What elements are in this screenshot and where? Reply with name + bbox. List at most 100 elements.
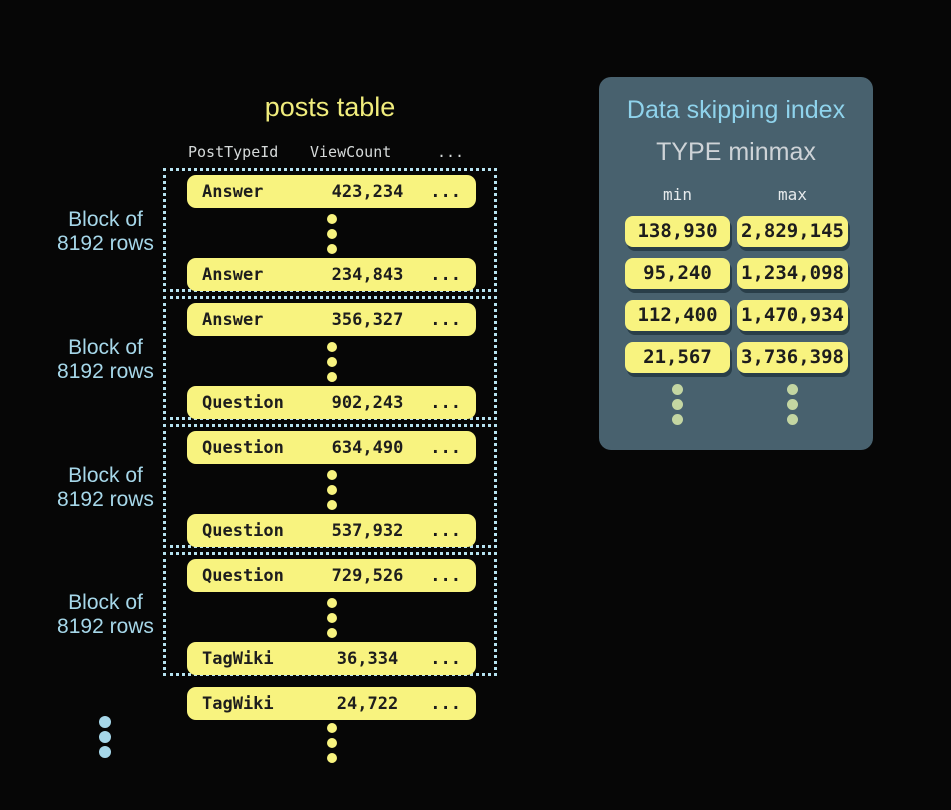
min-value-pill: 21,567 — [625, 342, 730, 373]
dot — [327, 485, 337, 495]
table-row: Answer 356,327 ... — [187, 303, 476, 336]
index-panel: Data skipping index TYPE minmax min max … — [599, 77, 873, 450]
min-value-pill: 138,930 — [625, 216, 730, 247]
max-value-pill: 1,470,934 — [737, 300, 848, 331]
dot — [327, 598, 337, 608]
dot — [327, 738, 337, 748]
row-type-cell: Answer — [202, 309, 264, 330]
posts-block-2: Answer 356,327 ... Question 902,243 ... — [163, 296, 497, 420]
max-value-pill: 1,234,098 — [737, 258, 848, 289]
column-header-ellipsis: ... — [437, 143, 465, 161]
block-label-line1: Block of — [68, 208, 143, 231]
row-type-cell: Question — [202, 392, 284, 413]
min-value-pill: 95,240 — [625, 258, 730, 289]
row-ellipsis-cell: ... — [430, 309, 461, 330]
dot — [672, 384, 683, 395]
row-type-cell: Question — [202, 520, 284, 541]
table-row: Question 634,490 ... — [187, 431, 476, 464]
dot — [99, 716, 111, 728]
row-ellipsis-cell: ... — [430, 437, 461, 458]
row-ellipsis-cell: ... — [430, 520, 461, 541]
posts-table-title: posts table — [264, 92, 396, 122]
posts-block-1: Answer 423,234 ... Answer 234,843 ... — [163, 168, 497, 292]
table-row: Answer 423,234 ... — [187, 175, 476, 208]
dot — [672, 399, 683, 410]
block-label-line2: 8192 rows — [57, 232, 154, 255]
dot — [99, 746, 111, 758]
dot — [327, 470, 337, 480]
block-label: Block of 8192 rows — [28, 208, 183, 256]
row-ellipsis-cell: ... — [430, 565, 461, 586]
dot — [327, 613, 337, 623]
row-viewcount-cell: 36,334 — [336, 648, 399, 669]
row-type-cell: Answer — [202, 181, 264, 202]
max-column-ellipsis-icon — [787, 384, 798, 425]
block-label-line1: Block of — [68, 464, 143, 487]
block-label-line2: 8192 rows — [57, 615, 154, 638]
dot — [327, 753, 337, 763]
dot — [327, 357, 337, 367]
vertical-ellipsis-icon — [327, 470, 337, 510]
row-viewcount-cell: 423,234 — [331, 181, 404, 202]
min-value-pill: 112,400 — [625, 300, 730, 331]
index-panel-title: Data skipping index — [626, 96, 846, 124]
vertical-ellipsis-icon — [327, 342, 337, 382]
table-row-overflow: TagWiki 24,722 ... — [187, 687, 476, 720]
row-type-cell: Question — [202, 437, 284, 458]
row-viewcount-cell: 234,843 — [331, 264, 404, 285]
dot — [787, 399, 798, 410]
row-viewcount-cell: 356,327 — [331, 309, 404, 330]
more-blocks-ellipsis-icon — [99, 716, 111, 758]
posts-block-3: Question 634,490 ... Question 537,932 ..… — [163, 424, 497, 548]
index-value-grid: 138,930 2,829,145 95,240 1,234,098 112,4… — [625, 216, 848, 373]
dot — [99, 731, 111, 743]
dot — [327, 628, 337, 638]
vertical-ellipsis-icon — [327, 214, 337, 254]
row-viewcount-cell: 729,526 — [331, 565, 404, 586]
max-value-pill: 2,829,145 — [737, 216, 848, 247]
column-header-viewcount: ViewCount — [310, 143, 392, 161]
index-panel-subtitle: TYPE minmax — [656, 138, 816, 166]
table-row: Answer 234,843 ... — [187, 258, 476, 291]
dot — [787, 384, 798, 395]
dot — [327, 500, 337, 510]
block-label: Block of 8192 rows — [28, 591, 183, 639]
block-label-line1: Block of — [68, 591, 143, 614]
vertical-ellipsis-icon — [327, 598, 337, 638]
block-label-line2: 8192 rows — [57, 360, 154, 383]
row-ellipsis-cell: ... — [430, 264, 461, 285]
row-type-cell: TagWiki — [202, 693, 274, 714]
table-row: Question 729,526 ... — [187, 559, 476, 592]
block-label: Block of 8192 rows — [28, 464, 183, 512]
dot — [327, 214, 337, 224]
row-ellipsis-cell: ... — [430, 693, 461, 714]
dot — [327, 244, 337, 254]
vertical-ellipsis-icon — [327, 723, 337, 763]
row-viewcount-cell: 902,243 — [331, 392, 404, 413]
table-row: Question 537,932 ... — [187, 514, 476, 547]
row-viewcount-cell: 634,490 — [331, 437, 404, 458]
dot — [672, 414, 683, 425]
dot — [327, 229, 337, 239]
max-column-header: max — [778, 185, 807, 204]
row-ellipsis-cell: ... — [430, 648, 461, 669]
table-row: Question 902,243 ... — [187, 386, 476, 419]
row-ellipsis-cell: ... — [430, 392, 461, 413]
dot — [327, 342, 337, 352]
row-type-cell: Question — [202, 565, 284, 586]
row-type-cell: TagWiki — [202, 648, 274, 669]
dot — [787, 414, 798, 425]
row-viewcount-cell: 24,722 — [336, 693, 399, 714]
index-column-headers: min max — [625, 185, 848, 204]
table-row: TagWiki 36,334 ... — [187, 642, 476, 675]
posts-block-4: Question 729,526 ... TagWiki 36,334 ... — [163, 552, 497, 676]
column-header-posttypeid: PostTypeId — [188, 143, 279, 161]
row-ellipsis-cell: ... — [430, 181, 461, 202]
block-label: Block of 8192 rows — [28, 336, 183, 384]
block-label-line1: Block of — [68, 336, 143, 359]
max-value-pill: 3,736,398 — [737, 342, 848, 373]
min-column-ellipsis-icon — [672, 384, 683, 425]
min-column-header: min — [663, 185, 692, 204]
row-type-cell: Answer — [202, 264, 264, 285]
